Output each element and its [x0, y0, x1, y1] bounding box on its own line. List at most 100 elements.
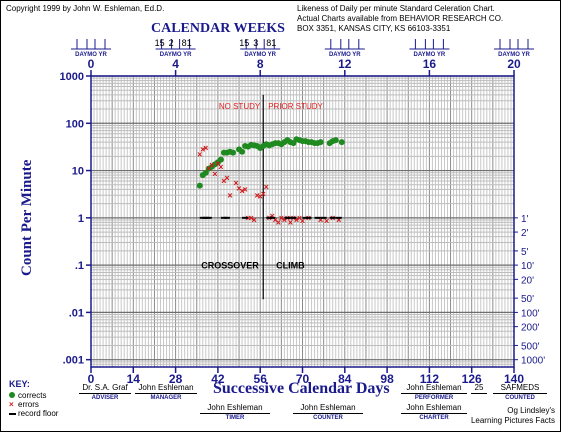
likeness-line-2: Actual Charts available from BEHAVIOR RE…	[297, 14, 504, 23]
error-point: ×	[297, 213, 302, 223]
y-axis-title: Count Per Minute	[19, 159, 35, 276]
x-tick-label: 14	[127, 372, 141, 386]
performer-label: PERFORMER	[414, 395, 454, 401]
error-point: ×	[279, 213, 284, 223]
right-axis-label: 50'	[521, 294, 534, 305]
charter-rule	[401, 413, 467, 414]
manager-label: MANAGER	[150, 395, 182, 401]
x-tick-label: 84	[338, 372, 352, 386]
phase-label-right: PRIOR STUDY	[268, 102, 323, 111]
key-label-errors: errors	[18, 400, 39, 409]
y-tick-label: 1	[78, 213, 84, 225]
y-tick-label: 10	[72, 166, 84, 178]
error-point: ×	[261, 189, 266, 199]
y-tick-label: 100	[66, 118, 84, 130]
right-axis-label: 200'	[521, 323, 540, 334]
date-stamp-month: 3	[253, 38, 258, 48]
daymo-yr-label: DAYMO YR	[160, 52, 192, 58]
daymo-yr-marker: DAYMO YR	[494, 39, 534, 58]
performer-value: John Eshleman	[406, 383, 462, 392]
age-rule	[471, 393, 487, 394]
charter-value: John Eshleman	[406, 403, 462, 412]
correct-point	[217, 156, 224, 163]
error-point: ×	[206, 164, 211, 174]
right-axis-label: 5'	[521, 247, 529, 258]
charter-label: CHARTER	[419, 415, 449, 421]
error-point: ×	[282, 215, 287, 225]
right-axis-label: 10'	[521, 261, 534, 272]
error-point: ×	[300, 216, 305, 226]
counted-value: SAFMEDS	[500, 383, 540, 392]
error-point: ×	[255, 190, 260, 200]
date-stamp-month: 2	[169, 38, 174, 48]
x-tick-label: 98	[380, 372, 394, 386]
error-point: ×	[258, 192, 263, 202]
daymo-yr-marker: DAYMO YR	[324, 39, 365, 58]
error-point: ×	[294, 215, 299, 225]
key-item-corrects: corrects	[9, 391, 46, 400]
x-top-tick-label: 12	[338, 57, 352, 71]
daymo-yr-label: DAYMO YR	[75, 52, 107, 58]
key-label-corrects: corrects	[18, 391, 47, 400]
daymo-yr-label: DAYMO YR	[414, 52, 446, 58]
correct-point	[338, 139, 345, 146]
error-point: ×	[227, 190, 232, 200]
error-point: ×	[197, 149, 202, 159]
error-point: ×	[221, 176, 226, 186]
daymo-yr-marker: DAYMO YR	[409, 39, 450, 58]
x-tick-label: 70	[296, 372, 310, 386]
error-point: ×	[270, 211, 275, 221]
adviser-value: Dr. S.A. Graf	[82, 383, 128, 392]
performer-rule	[401, 393, 467, 394]
x-top-tick-label: 4	[172, 57, 179, 71]
x-tick-label: 140	[504, 372, 524, 386]
correct-point	[196, 182, 203, 189]
x-tick-label: 112	[420, 372, 440, 386]
error-point: ×	[218, 162, 223, 172]
key-item-record-floor: record floor	[9, 409, 58, 418]
x-tick-label: 56	[254, 372, 268, 386]
error-point: ×	[324, 216, 329, 226]
manager-value: John Eshleman	[138, 383, 194, 392]
right-axis-label: 100'	[521, 308, 540, 319]
daymo-yr-label: DAYMO YR	[498, 52, 530, 58]
correct-point	[202, 169, 209, 176]
date-stamp-day: 15	[239, 38, 249, 48]
error-point: ×	[318, 215, 323, 225]
right-axis-label: 20'	[521, 275, 534, 286]
correct-point	[230, 149, 237, 156]
key-item-errors: × errors	[9, 400, 39, 409]
calendar-weeks-title: CALENDAR WEEKS	[151, 21, 285, 36]
right-axis-label: 2'	[521, 228, 529, 239]
timer-label: TIMER	[225, 415, 245, 421]
x-tick-label: 0	[88, 372, 95, 386]
error-point: ×	[233, 178, 238, 188]
errors-swatch-icon: ×	[9, 400, 14, 409]
age-value: 25	[474, 383, 484, 392]
counted-label: COUNTED	[505, 395, 535, 401]
error-point: ×	[288, 217, 293, 227]
correct-point	[239, 148, 246, 155]
credit-line-1: Og Lindsley's	[507, 406, 555, 415]
adviser-rule	[79, 393, 131, 394]
annotation-label: CLIMB	[276, 260, 305, 270]
series-corrects	[196, 136, 345, 189]
y-tick-label: .1	[75, 260, 84, 272]
daymo-yr-marker: DAYMO YR	[240, 39, 281, 58]
record-floor-swatch-icon	[9, 412, 16, 415]
error-point: ×	[245, 213, 250, 223]
error-point: ×	[276, 217, 281, 227]
error-point: ×	[264, 182, 269, 192]
right-axis-label: 500'	[521, 341, 540, 352]
error-point: ×	[203, 143, 208, 153]
x-top-tick-label: 16	[423, 57, 437, 71]
daymo-yr-marker: DAYMO YR	[71, 39, 111, 58]
adviser-label: ADVISER	[91, 395, 119, 401]
counter-value: John Eshleman	[300, 403, 356, 412]
x-axis-title: Successive Calendar Days	[213, 380, 390, 397]
error-point: ×	[336, 215, 341, 225]
grid-lines	[90, 75, 515, 368]
y-tick-label: .01	[69, 307, 84, 319]
